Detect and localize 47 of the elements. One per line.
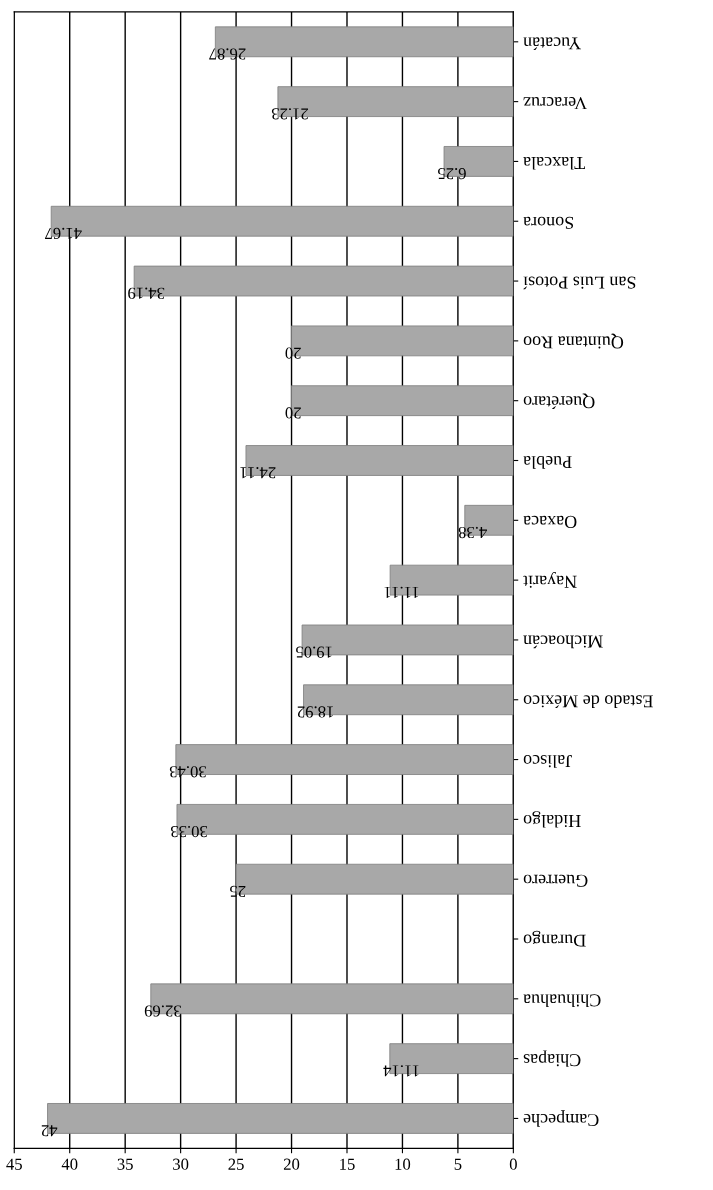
y-tick-label: San Luis Potosí	[523, 276, 636, 290]
data-label: 26.87	[209, 48, 246, 60]
x-tick-label: 35	[117, 1158, 133, 1170]
x-tick-label: 20	[283, 1158, 300, 1170]
data-label: 18.92	[297, 706, 333, 718]
data-label: 20	[285, 407, 301, 419]
x-tick-label: 25	[228, 1158, 244, 1170]
x-tick-label: 40	[61, 1158, 78, 1170]
data-label: 11.14	[383, 1065, 419, 1077]
y-tick-label: Chiapas	[523, 1050, 581, 1067]
y-tick-label: Hidalgo	[523, 811, 581, 828]
y-tick-label: Oaxaca	[523, 515, 577, 528]
data-label: 4.38	[458, 526, 487, 539]
y-tick-label: Veracruz	[523, 97, 588, 110]
y-tick-label: Estado de México	[523, 695, 653, 708]
data-label: 6.25	[438, 167, 466, 180]
x-tick-label: 5	[454, 1158, 462, 1170]
data-label: 30.43	[169, 766, 206, 778]
x-tick-label: 30	[173, 1158, 189, 1170]
data-label: 32.69	[144, 1005, 181, 1017]
y-tick-label: Durango	[523, 930, 586, 947]
data-label: 30.33	[170, 825, 208, 838]
x-tick-label: 10	[395, 1158, 411, 1170]
data-label: 34.19	[128, 287, 165, 299]
data-label: 21.23	[271, 108, 309, 120]
data-label: 42	[41, 1125, 58, 1137]
y-tick-label: Querétaro	[523, 393, 595, 409]
y-tick-label: Nayarit	[523, 571, 577, 588]
data-label: 20	[285, 347, 301, 359]
data-label: 11.11	[384, 586, 419, 598]
y-tick-label: Quintana Roo	[523, 333, 624, 349]
y-tick-label: Chihuahua	[523, 994, 601, 1007]
x-tick-label: 15	[340, 1158, 355, 1170]
y-tick-label: Yucatán	[523, 37, 582, 51]
y-tick-label: Sonora	[523, 216, 574, 229]
data-label: 41.67	[45, 227, 82, 240]
y-tick-label: Puebla	[523, 455, 572, 469]
y-tick-label: Jalisco	[523, 755, 572, 768]
data-label: 24.11	[240, 467, 276, 479]
data-label: 25	[230, 885, 246, 897]
data-label: 19.05	[296, 646, 332, 658]
y-tick-label: Michoacán	[523, 635, 603, 649]
y-tick-label: Guerrero	[523, 874, 588, 887]
x-tick-label: 45	[6, 1158, 22, 1170]
x-tick-label: 0	[509, 1158, 517, 1170]
y-tick-label: Tlaxcala	[523, 156, 585, 170]
y-tick-label: Campeche	[523, 1110, 599, 1127]
